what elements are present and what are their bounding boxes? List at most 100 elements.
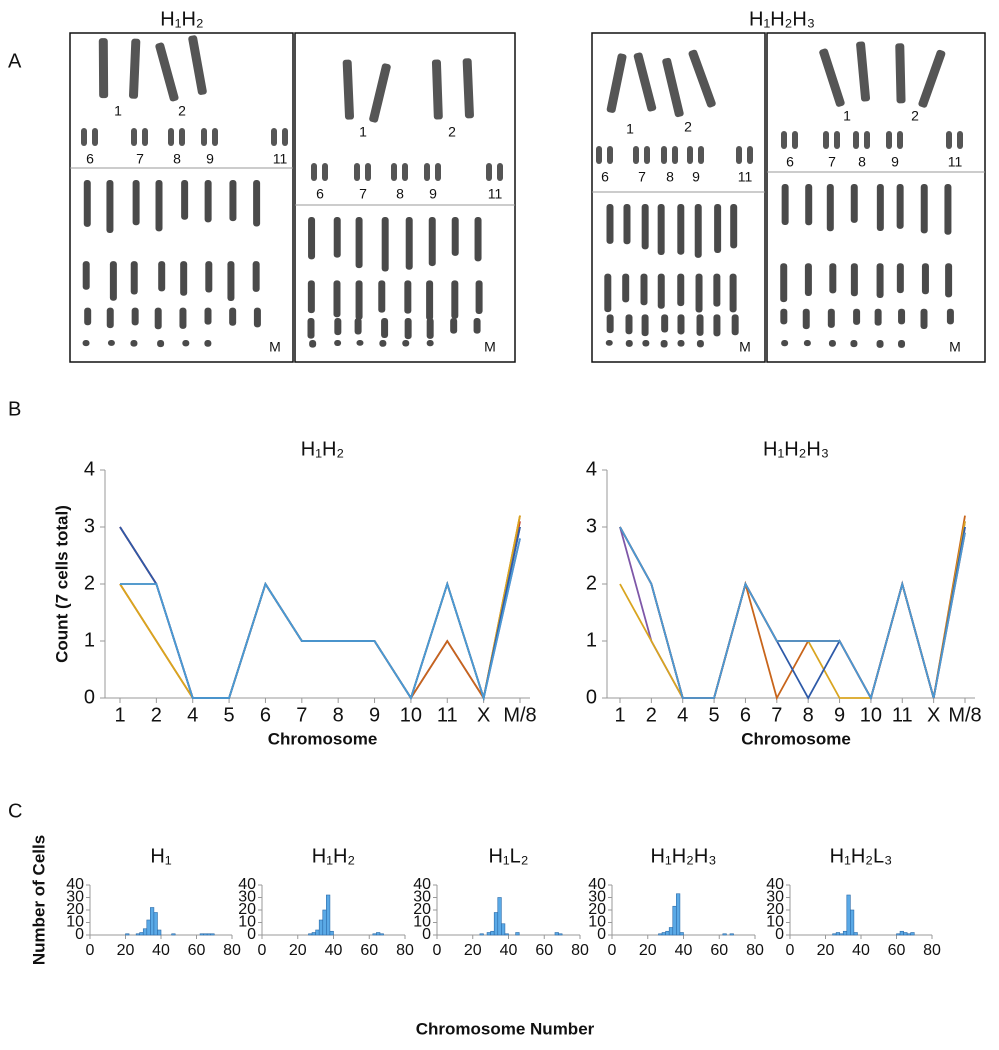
x-axis-label: Chromosome: [268, 729, 378, 748]
y-tick-label: 4: [84, 458, 95, 480]
chromosome: [625, 340, 633, 347]
histogram-bar: [554, 932, 559, 936]
chromosome: [253, 307, 261, 328]
histogram-bar: [722, 933, 727, 936]
chromosome: [229, 180, 237, 222]
chromosome: [142, 128, 148, 146]
chromosome: [876, 340, 884, 348]
histogram-bar: [839, 933, 844, 936]
chromosome: [107, 340, 115, 346]
chromosome: [83, 180, 91, 227]
chromosome: [333, 280, 341, 318]
chromosome: [677, 204, 685, 255]
histogram-bar: [846, 894, 851, 936]
histogram-bar: [661, 932, 666, 936]
chromosome: [486, 163, 492, 181]
chromosome: [920, 184, 928, 234]
x-axis-label: Chromosome: [741, 729, 851, 748]
series-line: [119, 521, 521, 702]
y-tick-label: 0: [75, 926, 84, 943]
chromosome: [657, 204, 665, 255]
chromosome: [109, 261, 117, 301]
chromosome-label: 9: [206, 151, 214, 167]
x-tick-label: 0: [258, 942, 267, 959]
y-tick-label: 0: [247, 926, 256, 943]
histogram-bar: [125, 933, 130, 936]
karyotype-title: H₁H₂H₃: [749, 8, 815, 30]
chromosome-label: 8: [666, 169, 674, 185]
chromosome: [687, 146, 693, 164]
histogram-bar: [171, 933, 176, 936]
chromosome: [451, 280, 459, 319]
chromosome: [805, 184, 813, 226]
histogram-bar: [668, 927, 674, 936]
y-tick-label: 10: [66, 914, 84, 931]
chromosome-label: 2: [911, 108, 919, 124]
chromosome: [311, 163, 317, 181]
chart-title: H₁H₂L₃: [830, 845, 893, 867]
series-line: [119, 526, 521, 702]
y-tick-label: 10: [238, 914, 256, 931]
chromosome: [895, 43, 906, 104]
chromosome: [355, 280, 363, 320]
chromosome: [157, 340, 165, 348]
x-tick-label: 20: [817, 942, 835, 959]
x-tick-label: 8: [803, 704, 814, 726]
histogram-bar: [135, 933, 140, 936]
histogram-bar: [899, 930, 904, 936]
histogram-bar: [842, 930, 848, 936]
karyotype-title: H₁H₂: [160, 8, 203, 30]
histogram-bar: [665, 930, 670, 936]
chromosome: [823, 131, 829, 149]
chromosome: [781, 131, 787, 149]
x-tick-label: 10: [400, 704, 422, 726]
chromosome: [694, 204, 702, 258]
histogram-bar: [372, 933, 377, 936]
chromosome-label: 1: [843, 108, 851, 124]
chromosome: [596, 146, 602, 164]
chromosome: [850, 340, 858, 348]
chromosome: [182, 340, 190, 347]
chromosome: [229, 307, 237, 326]
chromosome: [896, 263, 904, 294]
chromosome: [307, 318, 315, 339]
chromosome: [607, 146, 613, 164]
histogram-bar: [493, 912, 499, 936]
chromosome: [179, 307, 187, 329]
chromosome: [354, 318, 362, 335]
chromosome: [945, 263, 953, 298]
histogram-bar: [379, 933, 384, 936]
chromosome: [92, 128, 98, 146]
x-tick-label: 40: [675, 942, 693, 959]
chromosome: [695, 273, 703, 313]
chromosome: [606, 53, 627, 113]
chromosome: [853, 308, 861, 325]
chromosome: [497, 163, 503, 181]
chromosome: [640, 273, 648, 306]
chromosome: [677, 273, 685, 307]
chromosome: [431, 59, 443, 120]
chromosome-label: 2: [178, 103, 186, 119]
panel-label: B: [8, 398, 21, 420]
x-tick-label: 8: [333, 704, 344, 726]
chromosome: [354, 163, 360, 181]
chromosome: [309, 340, 317, 348]
x-tick-label: 7: [771, 704, 782, 726]
chromosome-label: 11: [738, 169, 753, 185]
y-axis-label: Number of Cells: [29, 835, 48, 965]
chromosome: [474, 217, 482, 262]
x-tick-label: 80: [746, 942, 764, 959]
chromosome: [747, 146, 753, 164]
series-line: [619, 526, 966, 701]
chromosome: [864, 131, 870, 149]
chromosome: [696, 314, 704, 336]
chart-title: H₁H₂: [312, 845, 355, 867]
chromosome: [644, 146, 650, 164]
histogram-bar: [672, 905, 677, 936]
chromosome-label: M: [269, 339, 281, 355]
histogram-bar: [729, 933, 734, 936]
x-tick-label: 10: [860, 704, 882, 726]
histogram-bar: [210, 933, 215, 936]
histogram-bar: [903, 932, 908, 936]
